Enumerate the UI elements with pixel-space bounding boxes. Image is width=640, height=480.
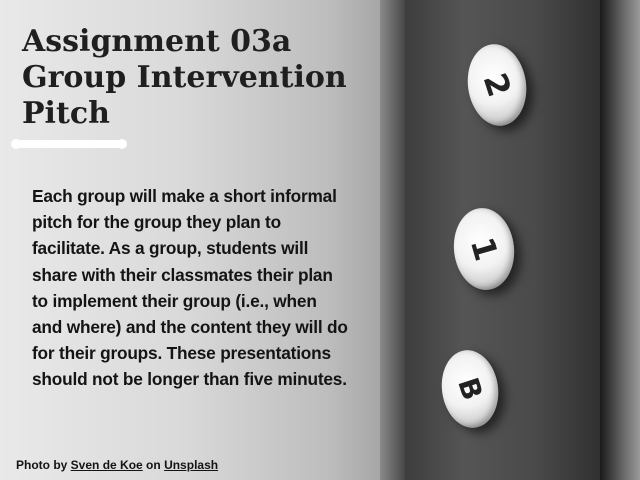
- slide-title: Assignment 03a Group Intervention Pitch: [22, 24, 382, 132]
- background-photo-wall: [0, 0, 410, 480]
- elevator-button-b-label: B: [451, 373, 490, 405]
- title-line-2: Group Intervention: [22, 60, 347, 95]
- title-line-3: Pitch: [22, 96, 110, 131]
- photo-credit: Photo by Sven de Koe on Unsplash: [16, 458, 218, 472]
- credit-site-link[interactable]: Unsplash: [164, 458, 219, 472]
- title-line-1: Assignment 03a: [22, 24, 292, 59]
- credit-author-link[interactable]: Sven de Koe: [70, 458, 143, 472]
- slide-body-text: Each group will make a short informal pi…: [32, 186, 348, 390]
- credit-prefix: Photo by: [16, 458, 68, 472]
- title-underline: [11, 139, 127, 149]
- elevator-panel-right: [600, 0, 640, 480]
- credit-middle: on: [146, 458, 161, 472]
- elevator-button-1-label: 1: [462, 233, 506, 265]
- elevator-button-2-label: 2: [475, 68, 519, 102]
